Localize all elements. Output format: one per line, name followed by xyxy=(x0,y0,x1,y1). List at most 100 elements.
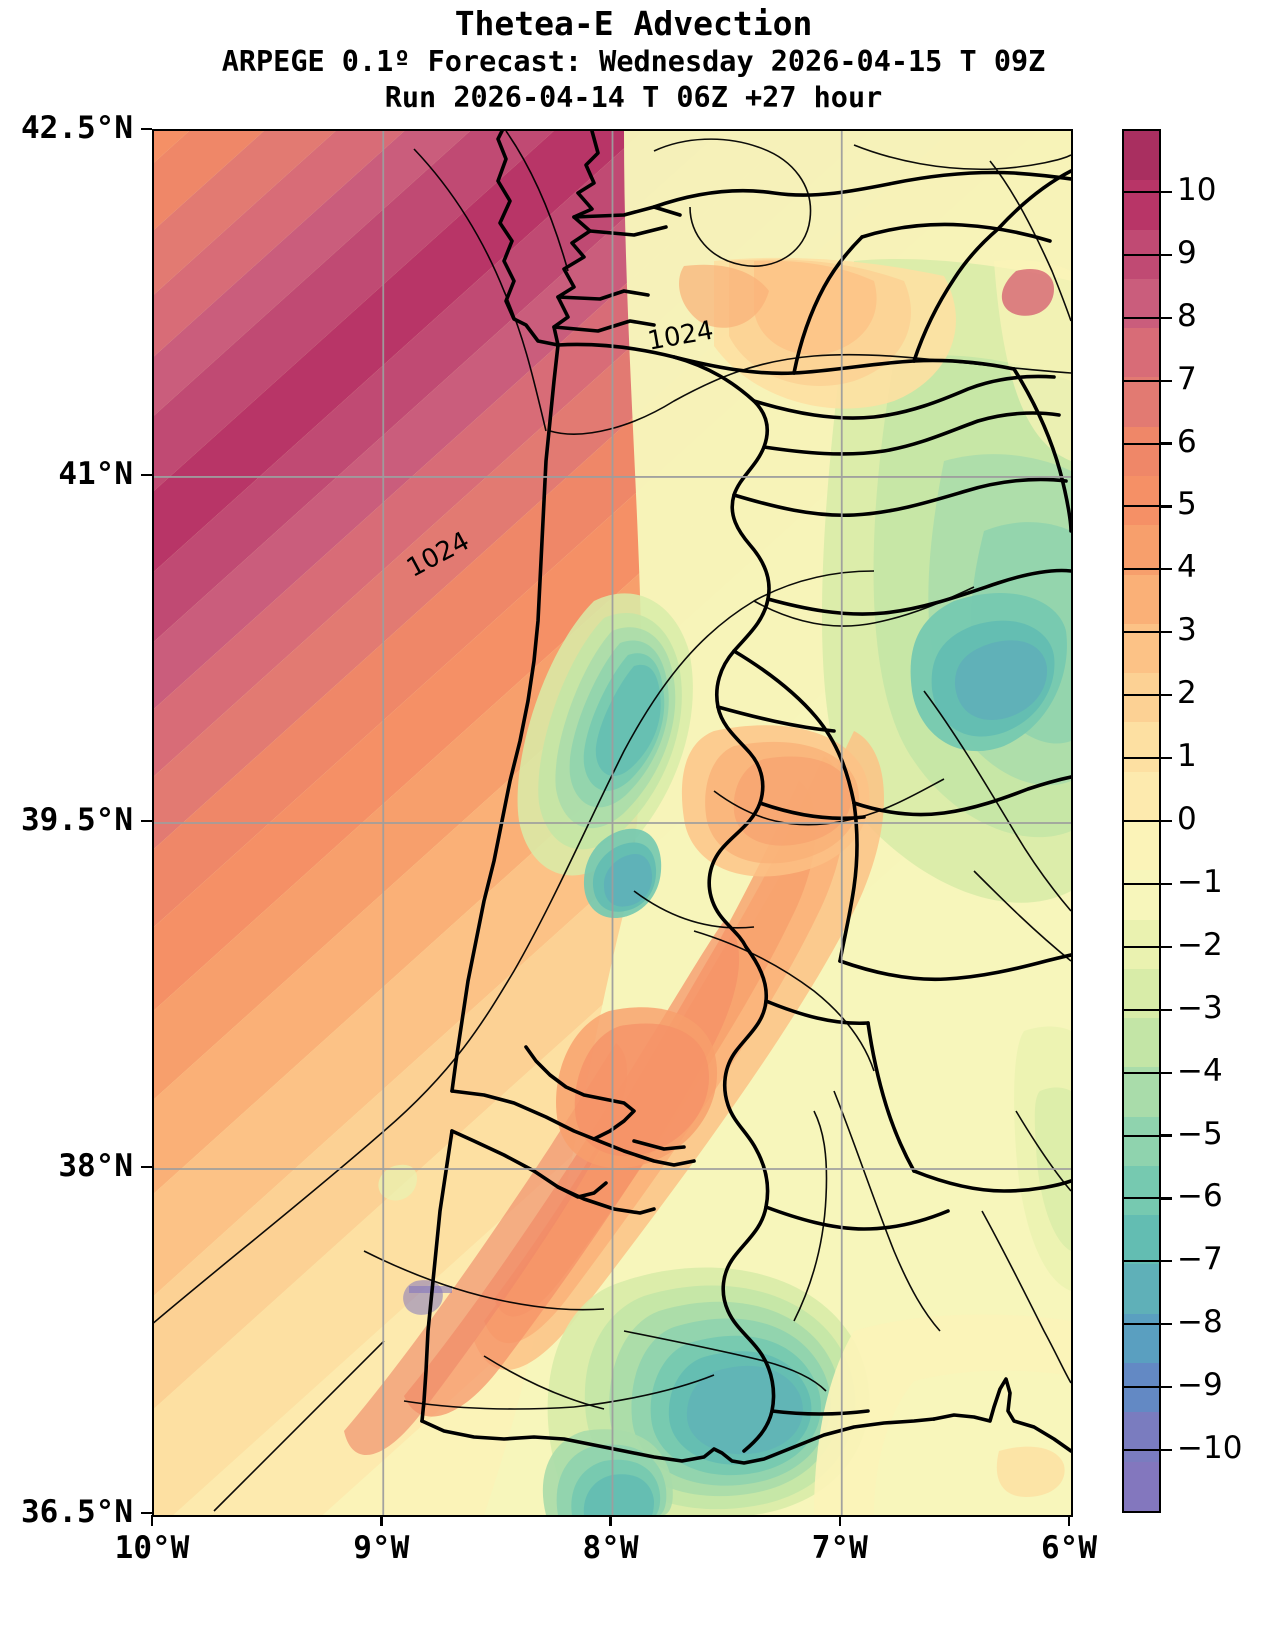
colorbar-tick-mark xyxy=(1161,882,1172,885)
colorbar-tick-label: 0 xyxy=(1177,801,1197,837)
colorbar-boundary-line xyxy=(1122,1134,1161,1137)
colorbar-tick-label: 6 xyxy=(1177,423,1197,460)
colorbar-tick-label: −7 xyxy=(1177,1241,1223,1278)
colorbar-segment xyxy=(1124,328,1159,378)
colorbar-boundary-line xyxy=(1122,1260,1161,1263)
x-tick-mark xyxy=(1067,1515,1071,1526)
colorbar-tick-mark xyxy=(1161,631,1172,634)
colorbar-tick-mark xyxy=(1161,756,1172,760)
colorbar-boundary-line xyxy=(1122,1323,1161,1326)
colorbar-tick-mark xyxy=(1161,1134,1172,1137)
colorbar-segment xyxy=(1124,1461,1159,1511)
colorbar-boundary-line xyxy=(1122,1008,1161,1011)
colorbar-segment xyxy=(1124,771,1159,821)
colorbar-segment xyxy=(1124,1412,1159,1462)
colorbar-boundary-line xyxy=(1122,945,1161,948)
x-tick-label: 10°W xyxy=(114,1530,190,1566)
colorbar-segment xyxy=(1124,722,1159,772)
colorbar-boundary-line xyxy=(1122,1449,1161,1452)
y-tick-mark xyxy=(141,1165,152,1169)
colorbar-boundary-line xyxy=(1122,820,1161,822)
advection-field: 1024102410241024 xyxy=(154,131,1071,1515)
y-tick-label: 41°N xyxy=(58,456,133,492)
x-tick-mark xyxy=(838,1515,842,1526)
x-tick-label: 8°W xyxy=(582,1530,639,1566)
colorbar-tick-label: 1 xyxy=(1177,738,1197,775)
colorbar-tick-mark xyxy=(1161,1197,1172,1200)
colorbar-tick-label: 9 xyxy=(1177,234,1197,271)
colorbar-segment xyxy=(1124,870,1159,920)
colorbar-boundary-line xyxy=(1122,757,1161,760)
colorbar-tick-label: 3 xyxy=(1177,612,1197,649)
colorbar-boundary-line xyxy=(1122,316,1161,319)
colorbar-tick-mark xyxy=(1161,379,1172,382)
colorbar-segment xyxy=(1124,574,1159,624)
x-tick-mark xyxy=(380,1515,383,1526)
x-tick-mark xyxy=(609,1515,612,1526)
colorbar-tick-label: 7 xyxy=(1177,360,1197,397)
y-tick-mark xyxy=(141,127,152,131)
colorbar-tick-label: 10 xyxy=(1177,171,1217,208)
colorbar-tick-mark xyxy=(1161,190,1172,193)
colorbar-tick-label: −4 xyxy=(1177,1052,1223,1089)
chart-subtitle-line2: Run 2026-04-14 T 06Z +27 hour xyxy=(384,81,883,114)
colorbar-segment xyxy=(1124,1116,1159,1166)
colorbar-boundary-line xyxy=(1122,190,1161,193)
colorbar[interactable] xyxy=(1122,129,1161,1513)
colorbar-boundary-line xyxy=(1122,1197,1161,1200)
colorbar-tick-mark xyxy=(1161,1260,1172,1263)
colorbar-tick-mark xyxy=(1161,694,1172,697)
colorbar-boundary-line xyxy=(1122,568,1161,571)
colorbar-segment xyxy=(1124,1313,1159,1364)
colorbar-boundary-line xyxy=(1122,882,1161,885)
chart-title: Thetea-E Advection xyxy=(454,4,813,43)
colorbar-tick-mark xyxy=(1161,316,1172,319)
colorbar-segment xyxy=(1124,131,1159,181)
colorbar-segment xyxy=(1124,377,1159,427)
colorbar-tick-label: −1 xyxy=(1177,863,1223,900)
colorbar-segment xyxy=(1124,919,1159,969)
colorbar-boundary-line xyxy=(1122,1386,1161,1389)
y-tick-label: 42.5°N xyxy=(21,110,133,146)
x-tick-mark xyxy=(150,1515,154,1526)
colorbar-segment xyxy=(1124,180,1159,230)
colorbar-boundary-line xyxy=(1122,379,1161,382)
colorbar-tick-mark xyxy=(1161,1008,1172,1011)
colorbar-tick-mark xyxy=(1161,1323,1172,1326)
colorbar-tick-label: −6 xyxy=(1177,1178,1223,1215)
colorbar-segment xyxy=(1124,475,1159,526)
colorbar-boundary-line xyxy=(1122,442,1161,445)
title-block: Thetea-E Advection ARPEGE 0.1º Forecast:… xyxy=(0,4,1267,116)
chart-subtitle-line1: ARPEGE 0.1º Forecast: Wednesday 2026-04-… xyxy=(221,45,1046,78)
y-tick-mark xyxy=(141,1511,152,1515)
colorbar-segment xyxy=(1124,1018,1159,1068)
colorbar-tick-mark xyxy=(1161,505,1172,508)
colorbar-tick-mark xyxy=(1161,1386,1172,1389)
colorbar-tick-label: 4 xyxy=(1177,549,1197,586)
x-tick-label: 9°W xyxy=(353,1530,410,1566)
colorbar-segment xyxy=(1124,1215,1159,1265)
y-tick-label: 38°N xyxy=(58,1148,133,1184)
colorbar-tick-label: −3 xyxy=(1177,989,1223,1026)
colorbar-tick-mark xyxy=(1161,1071,1172,1074)
y-tick-label: 39.5°N xyxy=(21,802,133,838)
colorbar-tick-label: −5 xyxy=(1177,1115,1223,1152)
y-tick-mark xyxy=(141,473,152,477)
colorbar-segment xyxy=(1124,1165,1159,1216)
colorbar-tick-mark xyxy=(1161,253,1172,256)
colorbar-segment xyxy=(1124,426,1159,476)
colorbar-boundary-line xyxy=(1122,694,1161,697)
colorbar-tick-mark xyxy=(1161,568,1172,571)
colorbar-tick-mark xyxy=(1161,442,1172,445)
x-tick-label: 7°W xyxy=(811,1530,868,1566)
map-plot-area[interactable]: 1024102410241024 xyxy=(152,129,1073,1517)
colorbar-segment xyxy=(1124,278,1159,329)
colorbar-tick-mark xyxy=(1161,945,1172,948)
colorbar-segment xyxy=(1124,1264,1159,1314)
colorbar-segment xyxy=(1124,820,1159,871)
colorbar-segment xyxy=(1124,1067,1159,1117)
colorbar-tick-label: 5 xyxy=(1177,486,1197,523)
colorbar-tick-label: −8 xyxy=(1177,1304,1223,1341)
colorbar-tick-label: 2 xyxy=(1177,675,1197,712)
colorbar-segment xyxy=(1124,525,1159,575)
